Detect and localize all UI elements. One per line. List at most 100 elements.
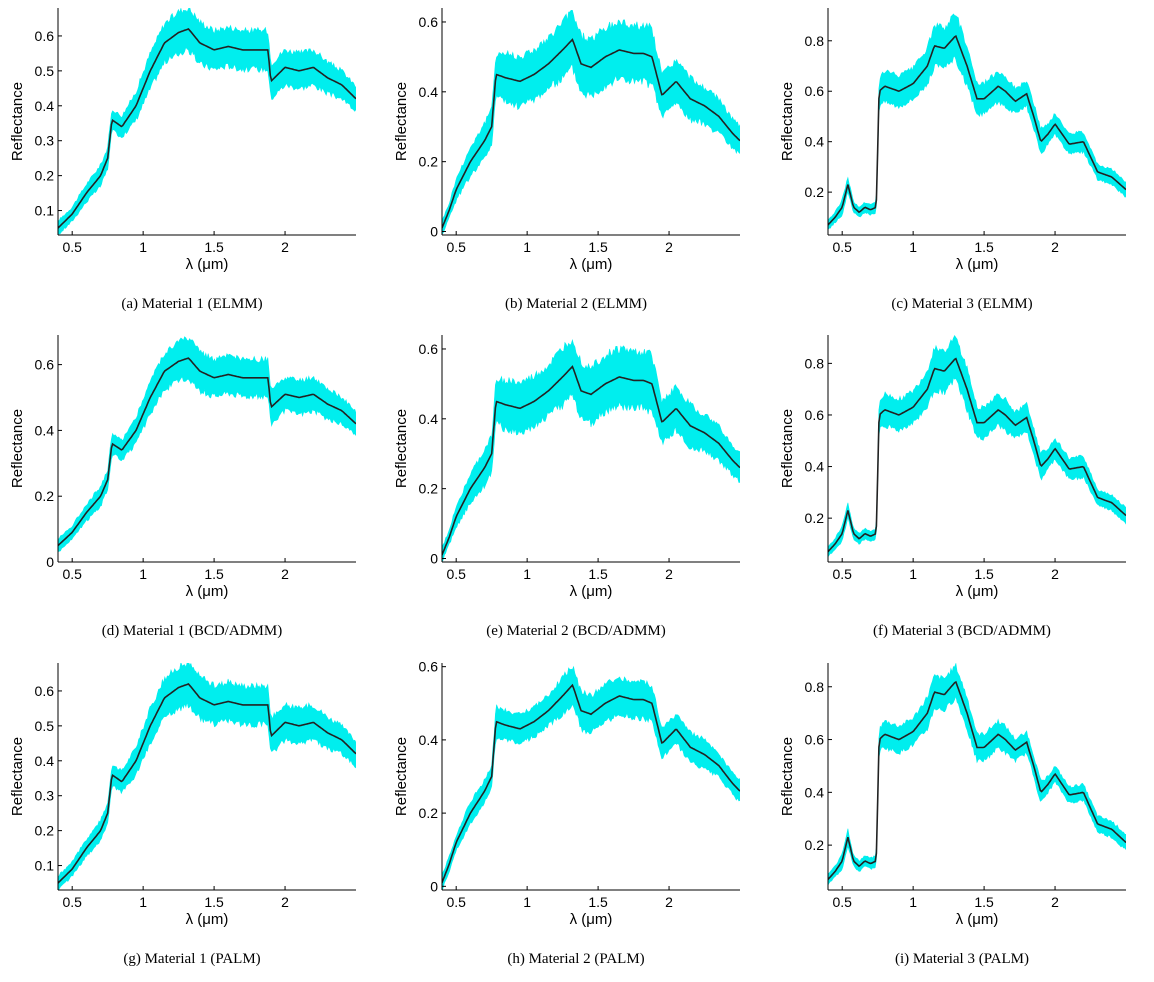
- x-axis-label: λ (μm): [186, 583, 229, 600]
- mean-line: [828, 35, 1126, 226]
- mean-line: [58, 28, 356, 229]
- spectrum-chart: 0.5 1 1.5 2 0.2 0.4 0.6 0.8 λ (μm) Reflectance: [779, 335, 1126, 600]
- y-tick-label: 0.8: [805, 33, 825, 49]
- y-tick-label: 0.6: [35, 28, 55, 44]
- spectrum-chart: 0.5 1 1.5 2 0.2 0.4 0.6 0.8 λ (μm) Reflectance: [779, 8, 1126, 273]
- spectrum-chart: 0.5 1 1.5 2 0.2 0.4 0.6 0.8 λ (μm) Reflectance: [779, 663, 1126, 928]
- x-tick-label: 2: [281, 566, 289, 582]
- y-tick-label: 0.2: [419, 154, 439, 170]
- x-tick-label: 1.5: [204, 239, 224, 255]
- y-axis-label: Reflectance: [779, 82, 796, 161]
- x-axis-label: λ (μm): [956, 583, 999, 600]
- x-tick-label: 2: [665, 239, 673, 255]
- spread-band: [828, 663, 1126, 886]
- x-tick-label: 0.5: [832, 239, 852, 255]
- x-tick-label: 1.5: [204, 566, 224, 582]
- spread-band: [58, 663, 356, 890]
- y-tick-label: 0.2: [805, 184, 825, 200]
- x-tick-label: 1: [523, 894, 531, 910]
- x-tick-label: 2: [1051, 566, 1059, 582]
- y-tick-label: 0.6: [419, 14, 439, 30]
- x-tick-label: 1.5: [588, 566, 608, 582]
- y-tick-label: 0: [430, 878, 438, 894]
- x-tick-label: 1: [139, 566, 147, 582]
- x-tick-label: 0.5: [62, 239, 82, 255]
- y-axis-label: Reflectance: [9, 82, 26, 161]
- spectrum-chart: 0.5 1 1.5 2 0.1 0.2 0.3 0.4 0.5 0.6 λ (μm) Reflecta…: [9, 663, 356, 928]
- mean-line: [828, 357, 1126, 553]
- chart-panel: 0.5 1 1.5 2 0.1 0.2 0.3 0.4 0.5 0.6 λ (μm) Reflecta…: [0, 655, 384, 982]
- y-tick-label: 0: [46, 554, 54, 570]
- mean-line: [58, 357, 356, 547]
- x-tick-label: 0.5: [832, 566, 852, 582]
- y-tick-label: 0.4: [805, 134, 825, 150]
- y-tick-label: 0.5: [35, 718, 55, 734]
- subfigure-caption: (a) Material 1 (ELMM): [121, 296, 263, 312]
- y-tick-label: 0.6: [805, 407, 825, 423]
- y-tick-label: 0.6: [419, 341, 439, 357]
- x-tick-label: 1.5: [588, 239, 608, 255]
- x-axis-label: λ (μm): [186, 911, 229, 928]
- subfigure-caption: (g) Material 1 (PALM): [123, 951, 261, 967]
- mean-line: [442, 365, 740, 556]
- y-axis-label: Reflectance: [9, 737, 26, 816]
- x-tick-label: 1.5: [588, 894, 608, 910]
- y-tick-label: 0.2: [805, 510, 825, 526]
- x-axis-label: λ (μm): [956, 256, 999, 273]
- x-tick-label: 0.5: [446, 894, 466, 910]
- spread-band: [442, 339, 740, 562]
- x-tick-label: 1: [523, 566, 531, 582]
- chart-panel: 0.5 1 1.5 2 0 0.2 0.4 0.6 λ (μm) Reflectance (h) M…: [384, 655, 768, 982]
- y-tick-label: 0.4: [419, 84, 439, 100]
- x-axis-label: λ (μm): [570, 583, 613, 600]
- x-tick-label: 2: [1051, 239, 1059, 255]
- spread-band: [58, 336, 356, 553]
- subfigure-caption: (c) Material 3 (ELMM): [891, 296, 1033, 312]
- y-tick-label: 0.8: [805, 679, 825, 695]
- y-tick-label: 0.4: [419, 732, 439, 748]
- x-tick-label: 0.5: [832, 894, 852, 910]
- x-tick-label: 1: [909, 566, 917, 582]
- y-tick-label: 0: [430, 224, 438, 240]
- x-tick-label: 0.5: [446, 239, 466, 255]
- y-tick-label: 0.2: [805, 837, 825, 853]
- chart-panel: 0.5 1 1.5 2 0.1 0.2 0.3 0.4 0.5 0.6 λ (μm) Reflecta…: [0, 0, 384, 327]
- subfigure-caption: (e) Material 2 (BCD/ADMM): [486, 623, 666, 639]
- y-tick-label: 0.5: [35, 63, 55, 79]
- y-tick-label: 0.4: [805, 459, 825, 475]
- spectrum-chart: 0.5 1 1.5 2 0 0.2 0.4 0.6 λ (μm) Reflectance: [9, 335, 356, 600]
- x-tick-label: 1.5: [974, 239, 994, 255]
- x-axis-label: λ (μm): [570, 911, 613, 928]
- y-tick-label: 0.4: [805, 784, 825, 800]
- y-tick-label: 0.2: [35, 823, 55, 839]
- x-tick-label: 1: [139, 894, 147, 910]
- x-axis-label: λ (μm): [570, 256, 613, 273]
- spread-band: [442, 665, 740, 890]
- spectrum-chart: 0.5 1 1.5 2 0 0.2 0.4 0.6 λ (μm) Reflectance: [393, 8, 740, 273]
- y-tick-label: 0.4: [419, 411, 439, 427]
- y-tick-label: 0.3: [35, 788, 55, 804]
- x-tick-label: 1.5: [204, 894, 224, 910]
- mean-line: [828, 680, 1126, 880]
- chart-panel: 0.5 1 1.5 2 0 0.2 0.4 0.6 λ (μm) Reflectance (b) M…: [384, 0, 768, 327]
- chart-panel: 0.5 1 1.5 2 0.2 0.4 0.6 0.8 λ (μm) Reflectance (c)…: [770, 0, 1154, 327]
- chart-panel: 0.5 1 1.5 2 0 0.2 0.4 0.6 λ (μm) Reflectance (e) M…: [384, 327, 768, 654]
- subfigure-caption: (b) Material 2 (ELMM): [504, 296, 648, 312]
- spread-band: [442, 10, 740, 235]
- mean-line: [58, 683, 356, 884]
- chart-panel: 0.5 1 1.5 2 0.2 0.4 0.6 0.8 λ (μm) Reflectance (f)…: [770, 327, 1154, 654]
- x-tick-label: 2: [281, 239, 289, 255]
- x-tick-label: 2: [665, 894, 673, 910]
- y-tick-label: 0.6: [419, 659, 439, 675]
- x-axis-label: λ (μm): [956, 911, 999, 928]
- y-axis-label: Reflectance: [393, 737, 410, 816]
- x-tick-label: 1: [139, 239, 147, 255]
- spectrum-chart: 0.5 1 1.5 2 0.1 0.2 0.3 0.4 0.5 0.6 λ (μm) Reflecta…: [9, 8, 356, 273]
- spread-band: [58, 8, 356, 235]
- x-tick-label: 1: [909, 894, 917, 910]
- y-tick-label: 0.3: [35, 133, 55, 149]
- x-tick-label: 1.5: [974, 566, 994, 582]
- x-tick-label: 1: [909, 239, 917, 255]
- y-tick-label: 0.8: [805, 355, 825, 371]
